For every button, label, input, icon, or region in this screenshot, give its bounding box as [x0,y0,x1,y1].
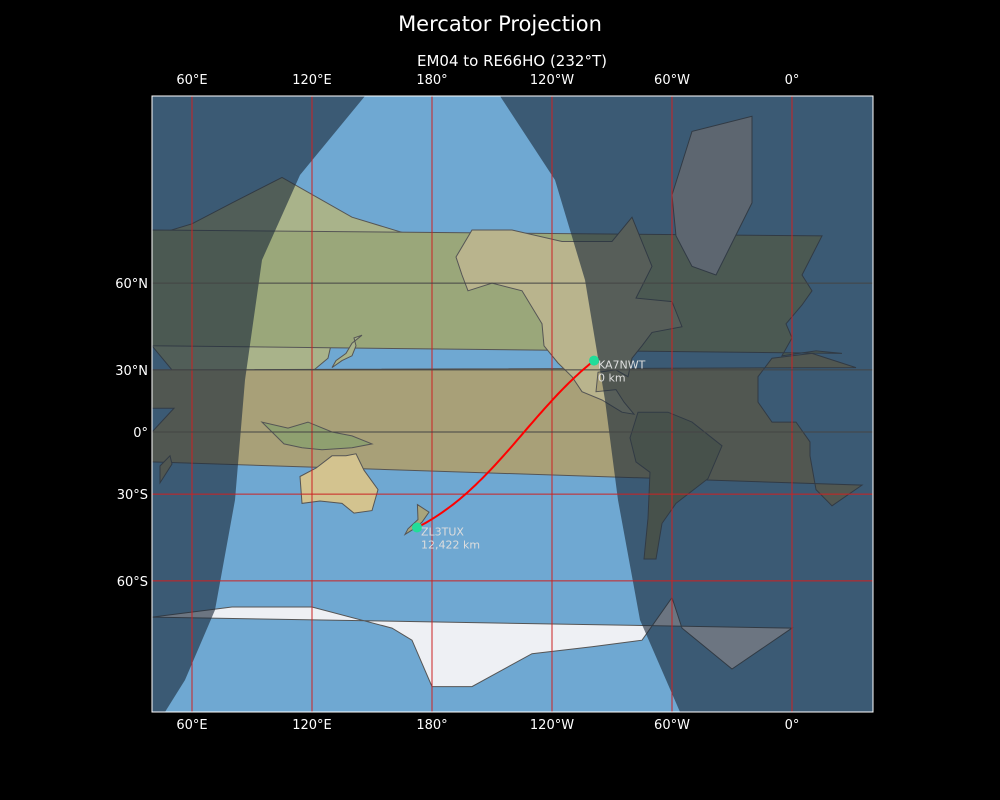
lat-tick: 0° [133,426,148,441]
gridlines [152,96,873,712]
great-circle-path [416,359,595,529]
map-frame [151,95,874,713]
lon-tick-bottom: 60°E [176,718,207,733]
lon-tick-top: 0° [785,73,800,88]
lat-tick: 30°N [115,364,148,379]
lat-tick: 30°S [117,488,148,503]
lon-tick-top: 60°E [176,73,207,88]
lon-tick-top: 180° [416,73,447,88]
station-call: ZL3TUX [421,525,464,538]
lon-tick-top: 60°W [654,73,690,88]
night-shading [152,96,873,712]
land-australia [299,453,379,514]
station-marker[interactable] [412,522,422,533]
station-distance: 0 km [598,372,626,385]
station-marker[interactable] [589,355,599,366]
lon-tick-bottom: 120°E [292,718,332,733]
lat-tick: 60°N [115,277,148,292]
lon-tick-bottom: 60°W [654,718,690,733]
station-distance: 12,422 km [421,538,480,551]
lat-tick: 60°S [117,575,148,590]
station-call: KA7NWT [598,359,646,372]
lon-tick-bottom: 120°W [530,718,574,733]
lon-tick-top: 120°W [530,73,574,88]
lon-tick-top: 120°E [292,73,332,88]
lon-tick-bottom: 0° [785,718,800,733]
land-indonesia [260,421,374,451]
figure-title: Mercator Projection [398,12,602,36]
land-new-zealand [403,503,430,536]
land-antarctica [152,596,794,712]
lon-tick-bottom: 180° [416,718,447,733]
map-subtitle: EM04 to RE66HO (232°T) [417,52,607,70]
land-japan [331,334,363,369]
